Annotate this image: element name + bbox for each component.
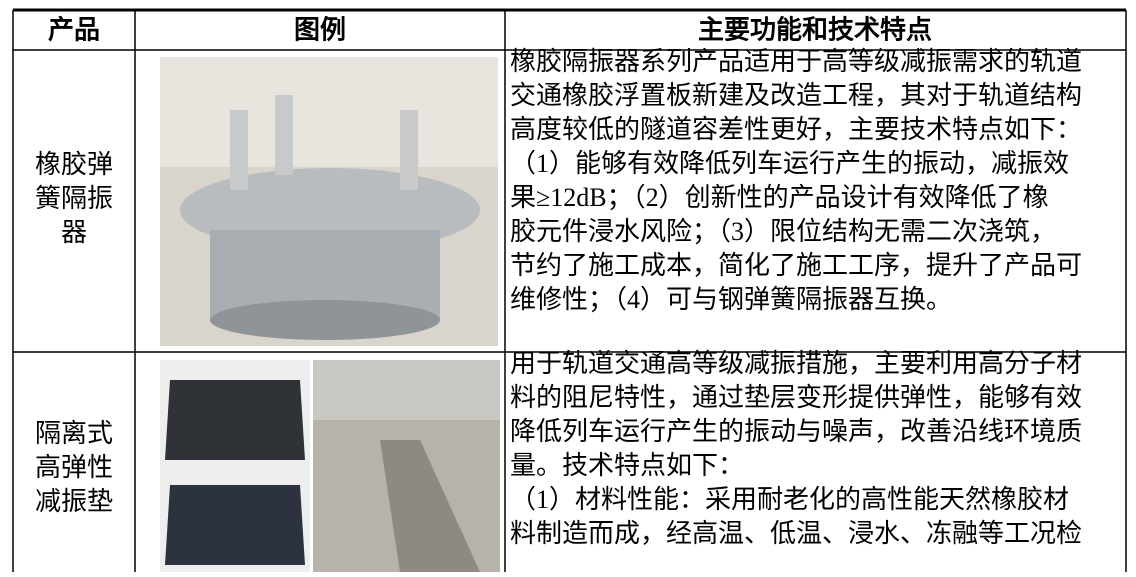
product-line: 隔离式 [35,419,113,448]
description-line: 用于轨道交通高等级减振措施，主要利用高分子材 [510,349,1082,378]
description-line: （1）能够有效降低列车运行产生的振动，减振效 [510,149,1069,178]
description-line: 降低列车运行产生的振动与噪声，改善沿线环境质 [510,417,1082,446]
description-line: 胶元件浸水风险；（3）限位结构无需二次浇筑， [510,217,1056,246]
table-borders [12,8,1127,572]
description-line: 高度较低的隧道容差性更好，主要技术特点如下： [510,115,1082,144]
description-line: 料制造而成，经高温、低温、浸水、冻融等工况检 [510,519,1082,548]
product-line: 高弹性 [35,453,113,482]
header-cell: 图例 [294,16,346,46]
header-cell: 产品 [48,16,100,46]
description-line: 交通橡胶浮置板新建及改造工程，其对于轨道结构 [510,81,1082,110]
description-line: 橡胶隔振器系列产品适用于高等级减振需求的轨道 [510,47,1082,76]
description-line: 料的阻尼特性，通过垫层变形提供弹性，能够有效 [510,383,1082,412]
product-line: 减振垫 [35,487,113,516]
description-line: 维修性；（4）可与钢弹簧隔振器互换。 [510,285,952,314]
product-line: 器 [61,218,87,247]
photo-isolator [160,57,498,346]
description-line: 节约了施工成本，简化了施工工序，提升了产品可 [510,251,1082,280]
description-line: 果≥12dB；（2）创新性的产品设计有效降低了橡 [510,183,1049,212]
description-line: （1）材料性能：采用耐老化的高性能天然橡胶材 [510,485,1069,514]
product-line: 橡胶弹 [35,150,113,179]
description-line: 量。技术特点如下： [510,451,744,480]
product-line: 簧隔振 [35,184,113,213]
photo-pads [160,360,500,572]
header-cell: 主要功能和技术特点 [698,15,932,46]
